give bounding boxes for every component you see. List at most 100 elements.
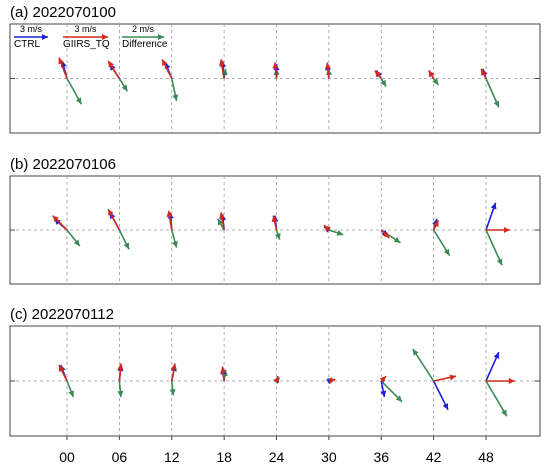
vector-difference-shaft (485, 380, 508, 417)
vector-giirs-tq (107, 208, 121, 231)
vector-ctrl (380, 380, 387, 398)
vector-difference (412, 348, 435, 382)
vector-giirs-tq (380, 229, 390, 239)
vector-giirs-tq (328, 377, 336, 384)
vector-giirs-tq-head (481, 68, 487, 76)
vector-ctrl (485, 351, 500, 382)
vector-difference-head (169, 389, 176, 396)
vector-difference (169, 380, 176, 396)
vector-difference-head (274, 232, 281, 240)
vector-giirs-tq (428, 70, 435, 79)
vector-difference (328, 229, 344, 236)
vector-difference (432, 78, 440, 86)
legend-scale-label: 3 m/s (74, 24, 97, 34)
vector-difference (117, 380, 124, 398)
vector-giirs-tq (273, 375, 280, 383)
vector-giirs-tq-head (52, 215, 59, 222)
legend-arrow-head (102, 34, 108, 40)
x-tick-label: 48 (478, 449, 494, 465)
vector-giirs-tq-head (508, 378, 515, 384)
vector-giirs-tq (324, 62, 331, 79)
vector-difference-head (172, 94, 179, 101)
vector-difference-head (172, 241, 178, 248)
vector-giirs-tq (218, 59, 225, 79)
vector-giirs-tq (220, 366, 227, 382)
legend-item-giirs-tq: 3 m/s GIIRS_TQ (63, 24, 110, 50)
vector-difference-head (73, 239, 80, 246)
vector-giirs-tq (323, 224, 331, 232)
panel-title: (c) 2022070112 (10, 306, 114, 323)
vector-giirs-tq-head (220, 366, 227, 373)
vector-giirs-tq-head (108, 60, 114, 68)
vector-difference (485, 380, 508, 417)
vector-giirs-tq-head (219, 212, 225, 219)
vector-giirs-tq (433, 374, 457, 382)
panel-title: (a) 2022070100 (10, 4, 116, 21)
legend-arrow (63, 34, 108, 40)
vector-difference (485, 78, 500, 108)
vector-giirs-tq (486, 378, 515, 384)
vector-difference (170, 229, 178, 248)
vector-giirs-tq (374, 70, 382, 79)
vector-difference-head (75, 97, 82, 105)
vector-difference (66, 78, 83, 105)
legend-scale-label: 3 m/s (20, 24, 43, 34)
vector-giirs-tq-head (273, 376, 280, 383)
vector-giirs-tq (117, 363, 124, 382)
vector-giirs-tq-head (324, 225, 331, 232)
vector-giirs-tq (58, 57, 68, 79)
x-tick-label: 36 (373, 449, 389, 465)
vector-giirs-tq-head (374, 70, 381, 78)
x-tick-label: 00 (59, 449, 75, 465)
vector-giirs-tq (486, 227, 510, 233)
vector-giirs-tq-head (218, 59, 225, 66)
panel-0: (a) 2022070100 (9, 4, 541, 134)
vector-difference (380, 78, 387, 87)
vector-ctrl-head (380, 390, 387, 397)
vector-giirs-tq-head (379, 376, 387, 383)
vector-difference-head (432, 78, 439, 85)
vector-difference-head (68, 390, 74, 397)
vector-giirs-tq-head (382, 231, 390, 238)
vector-giirs-tq-head (433, 220, 439, 228)
legend-arrow (122, 34, 164, 40)
vector-giirs-tq-head (58, 57, 64, 65)
legend: 3 m/s CTRL 3 m/s GIIRS_TQ 2 m/s Difference (14, 24, 168, 50)
vector-difference-head (117, 390, 124, 397)
vector-difference-shaft (485, 229, 503, 266)
legend-arrow (14, 34, 48, 40)
vector-giirs-tq (272, 62, 279, 79)
legend-name: GIIRS_TQ (63, 39, 110, 50)
vector-difference (380, 380, 403, 403)
vector-giirs-tq (432, 220, 440, 231)
vector-difference (274, 229, 281, 240)
vector-difference (485, 229, 503, 266)
vector-ctrl-head (493, 352, 500, 359)
legend-item-difference: 2 m/s Difference (122, 24, 168, 50)
vector-giirs-tq (161, 58, 173, 79)
panel-title: (b) 2022070106 (10, 156, 116, 173)
legend-item-ctrl: 3 m/s CTRL (14, 24, 48, 50)
vector-ctrl (432, 380, 449, 411)
vector-giirs-tq-head (504, 227, 510, 233)
x-tick-label: 30 (321, 449, 337, 465)
vector-giirs-tq (219, 212, 225, 231)
vector-giirs-tq (58, 364, 68, 382)
x-axis: 00 06 12 18 24 30 36 42 48 (59, 436, 494, 465)
vector-difference-head (380, 79, 387, 87)
vector-giirs-tq (271, 215, 278, 231)
x-tick-label: 06 (112, 449, 128, 465)
vector-giirs-tq-head (271, 215, 278, 223)
vector-giirs-tq-head (324, 62, 331, 69)
vector-giirs-tq (170, 363, 177, 382)
legend-arrow-head (158, 34, 164, 40)
vector-giirs-tq (107, 60, 121, 79)
x-tick-label: 12 (164, 449, 180, 465)
vector-difference (66, 229, 81, 247)
legend-arrow-head (42, 34, 48, 40)
vector-difference (432, 229, 451, 257)
legend-name: CTRL (14, 39, 41, 50)
vector-difference-head (123, 242, 129, 250)
panel-1: (b) 2022070106 (9, 156, 541, 285)
vector-difference-shaft (412, 348, 435, 382)
